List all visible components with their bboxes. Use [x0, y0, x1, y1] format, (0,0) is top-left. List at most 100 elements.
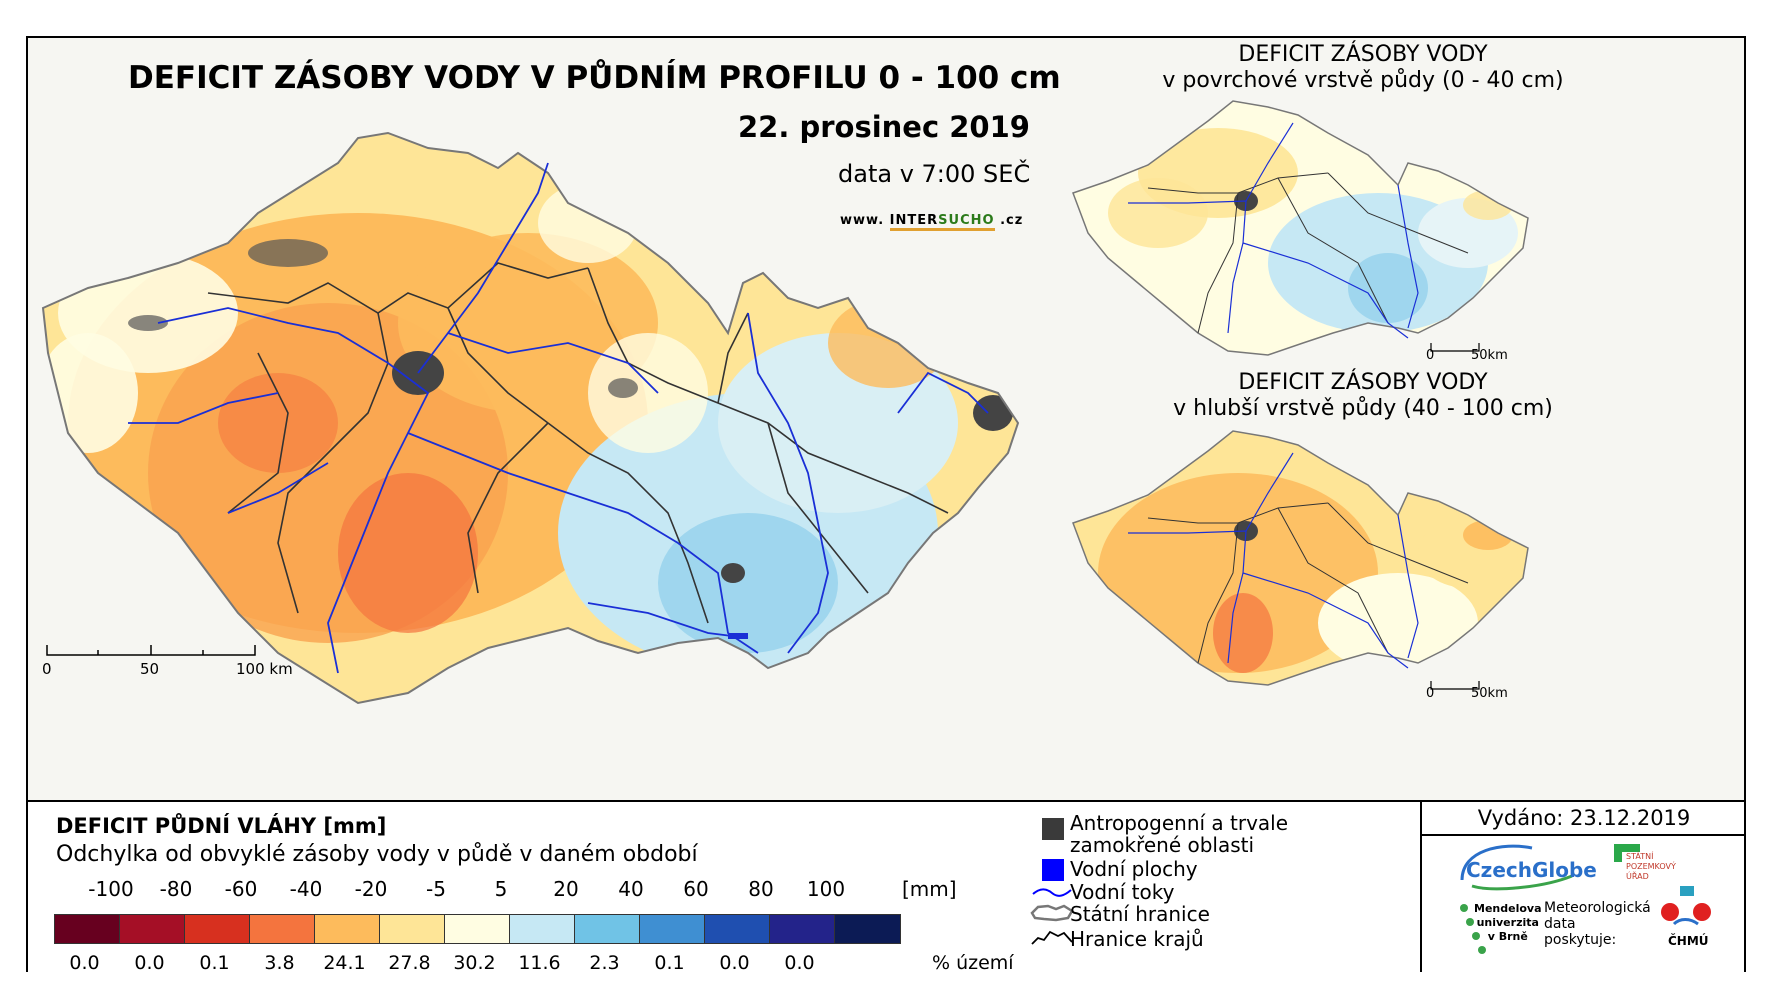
- website-brand-b: SUCHO: [938, 213, 995, 231]
- legend-color-scale: [54, 914, 901, 944]
- inset-top-scale-50: 50km: [1471, 348, 1508, 363]
- map-title: DEFICIT ZÁSOBY VODY V PŮDNÍM PROFILU 0 -…: [128, 60, 1061, 96]
- legend-state-border: Státní hranice: [1070, 902, 1210, 926]
- map-area: 0 50 100 km DEFICIT ZÁSOBY VODY V PŮDNÍM…: [28, 38, 1744, 800]
- mendel-logo-line3: v Brně: [1487, 930, 1528, 943]
- water-body-icon: [1042, 859, 1064, 881]
- legend-class-swatch: [705, 915, 770, 943]
- spu-logo-icon-stem: [1614, 844, 1622, 862]
- inset-top-map: [1072, 100, 1529, 356]
- legend-threshold-label: -5: [426, 877, 446, 901]
- legend-percentage-label: 11.6: [518, 952, 561, 974]
- legend-subtitle: Odchylka od obvyklé zásoby vody v půdě v…: [56, 842, 698, 867]
- region-border-icon: [1031, 930, 1073, 945]
- legend-threshold-label: -80: [159, 877, 193, 901]
- legend-unit-pct: % území: [932, 952, 1014, 974]
- legend-percentage-label: 0.0: [784, 952, 815, 974]
- legend-percentage-label: 0.0: [134, 952, 165, 974]
- legend-anthropogenic-line2: zamokřené oblasti: [1070, 833, 1255, 857]
- spu-logo-line3: ÚŘAD: [1626, 872, 1649, 881]
- legend-class-swatch: [640, 915, 705, 943]
- issued-date: Vydáno: 23.12.2019: [1422, 802, 1746, 836]
- legend-percentage-label: 30.2: [453, 952, 496, 974]
- legend-water-bodies: Vodní plochy: [1070, 857, 1198, 881]
- legend-threshold-label: 60: [683, 877, 709, 901]
- legend-class-swatch: [55, 915, 120, 943]
- spu-logo-icon: [1614, 844, 1640, 852]
- legend-threshold-label: -60: [224, 877, 258, 901]
- mendel-logo: Mendelova univerzita v Brně: [1474, 902, 1542, 944]
- legend-anthropogenic: Antropogenní a trvale zamokřené oblasti: [1070, 812, 1288, 856]
- legend-class-swatch: [510, 915, 575, 943]
- legend-percentage-label: 2.3: [589, 952, 620, 974]
- legend-threshold-label: 40: [618, 877, 644, 901]
- czechglobe-logo-arc: [1460, 844, 1573, 891]
- legend-anthropogenic-line1: Antropogenní a trvale: [1070, 811, 1289, 835]
- legend-threshold-label: -20: [354, 877, 388, 901]
- main-scale-label-50: 50: [140, 660, 160, 678]
- mendel-logo-line2: univerzita: [1476, 916, 1539, 929]
- legend-threshold-label: 100: [806, 877, 846, 901]
- main-scale-bar: [46, 645, 256, 656]
- meteo-credit: Meteorologická data poskytuje:: [1544, 900, 1651, 948]
- spu-logo-line2: POZEMKOVÝ: [1626, 862, 1676, 871]
- legend-unit-mm: [mm]: [902, 877, 957, 901]
- credits-panel: Vydáno: 23.12.2019 CzechGlobe STÁTNÍ POZ…: [1420, 802, 1746, 972]
- inset-top-title-line2: v povrchové vrstvě půdy (0 - 40 cm): [1162, 68, 1564, 93]
- legend-threshold-label: 5: [494, 877, 508, 901]
- legend-title: DEFICIT PŮDNÍ VLÁHY [mm]: [56, 814, 387, 838]
- river-icon: [1032, 888, 1072, 897]
- inset-bottom-scale-50: 50km: [1471, 686, 1508, 701]
- inset-bottom-scale-0: 0: [1426, 686, 1435, 701]
- spu-logo-line1: STÁTNÍ: [1626, 852, 1654, 861]
- inset-top-title: DEFICIT ZÁSOBY VODY v povrchové vrstvě p…: [1113, 42, 1613, 94]
- main-scale-label-0: 0: [42, 660, 52, 678]
- map-time: data v 7:00 SEČ: [838, 160, 1031, 188]
- inset-top-scale-bar: [1430, 343, 1480, 352]
- meteo-credit-line1: Meteorologická: [1544, 900, 1651, 916]
- legend-region-border: Hranice krajů: [1070, 927, 1204, 951]
- website-suffix: .cz: [994, 213, 1024, 228]
- inset-bottom-scale-bar: [1430, 681, 1480, 690]
- spu-logo: STÁTNÍ POZEMKOVÝ ÚŘAD: [1626, 852, 1676, 882]
- czechglobe-logo: CzechGlobe: [1466, 858, 1597, 882]
- legend-class-swatch: [315, 915, 380, 943]
- inset-bottom-map: [1072, 430, 1529, 686]
- legend-class-swatch: [120, 915, 185, 943]
- inset-top-title-line1: DEFICIT ZÁSOBY VODY: [1238, 42, 1488, 67]
- meteo-credit-line3: poskytuje:: [1544, 932, 1617, 948]
- legend-class-swatch: [575, 915, 640, 943]
- inset-bottom-title-line1: DEFICIT ZÁSOBY VODY: [1238, 370, 1488, 395]
- legend-rivers: Vodní toky: [1070, 880, 1175, 904]
- legend-percentage-label: 0.1: [199, 952, 230, 974]
- legend-threshold-label: -40: [289, 877, 323, 901]
- website-prefix: www.: [840, 213, 890, 228]
- inset-bottom-title-line2: v hlubší vrstvě půdy (40 - 100 cm): [1173, 396, 1553, 421]
- legend-percentage-label: 0.1: [654, 952, 685, 974]
- map-frame: 0 50 100 km DEFICIT ZÁSOBY VODY V PŮDNÍM…: [26, 36, 1746, 974]
- website-brand-a: INTER: [889, 213, 939, 231]
- anthropogenic-area-icon: [1042, 818, 1064, 840]
- legend-class-swatch: [770, 915, 835, 943]
- chmu-logo: ČHMÚ: [1668, 934, 1709, 948]
- legend-threshold-label: -100: [88, 877, 134, 901]
- legend-percentage-label: 3.8: [264, 952, 295, 974]
- meteo-credit-line2: data: [1544, 916, 1576, 932]
- legend-panel: DEFICIT PŮDNÍ VLÁHY [mm] Odchylka od obv…: [28, 800, 1746, 974]
- legend-class-swatch: [250, 915, 315, 943]
- legend-class-swatch: [380, 915, 445, 943]
- legend-percentage-label: 27.8: [388, 952, 431, 974]
- state-border-icon: [1030, 904, 1074, 922]
- mendel-logo-line1: Mendelova: [1474, 902, 1542, 915]
- legend-class-swatch: [185, 915, 250, 943]
- legend-percentage-label: 24.1: [323, 952, 366, 974]
- main-map: [41, 131, 1020, 705]
- legend-threshold-label: 80: [748, 877, 774, 901]
- website-label: www. INTERSUCHO .cz: [840, 213, 1024, 231]
- legend-class-swatch: [835, 915, 900, 943]
- map-date: 22. prosinec 2019: [738, 110, 1030, 144]
- chmu-logo-icon: [1661, 886, 1711, 926]
- inset-top-scale-0: 0: [1426, 348, 1435, 363]
- legend-percentage-label: 0.0: [69, 952, 100, 974]
- legend-percentage-label: 0.0: [719, 952, 750, 974]
